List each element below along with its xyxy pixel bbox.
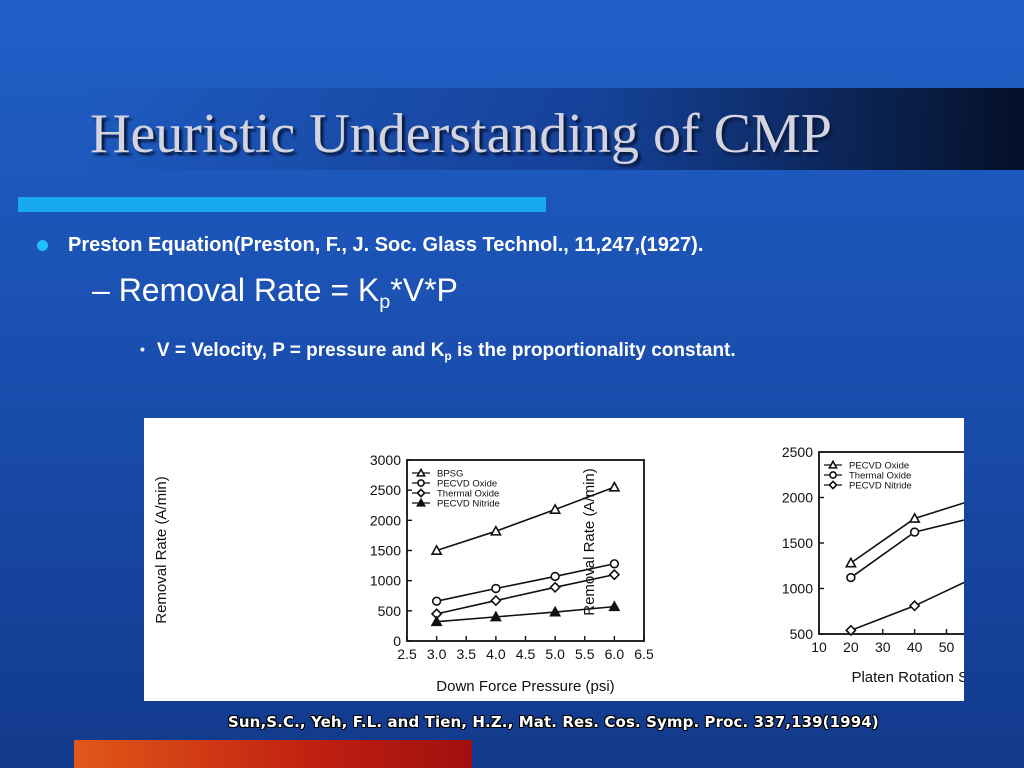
data-point-thermal-oxide [846, 572, 856, 583]
chart-2-y-tick-label: 1000 [782, 581, 813, 597]
bullet-variable-definitions: • V = Velocity, P = pressure and Kp is th… [140, 340, 736, 363]
chart-1-x-tick-label: 4.5 [516, 646, 536, 662]
chart-1-y-tick-label: 2500 [370, 482, 401, 498]
definitions-suffix: is the proportionality constant. [451, 340, 736, 361]
series-line-thermal-oxide [850, 519, 964, 579]
data-point-pecvd-nitride [430, 615, 443, 627]
legend-marker-pecvd-nitride [828, 480, 838, 490]
chart-1-x-tick-label: 3.0 [427, 646, 447, 662]
chart-1-y-tick-label: 2000 [370, 512, 401, 528]
legend-marker-pecvd-oxide [828, 459, 838, 469]
chart-1-x-tick-label: 5.0 [545, 646, 565, 662]
chart-2-y-tick-label: 2500 [782, 444, 813, 460]
chart-2-y-tick-label: 500 [790, 626, 814, 642]
data-point-bpsg [489, 524, 502, 536]
legend-marker-pecvd-nitride [416, 497, 426, 507]
legend-label-pecvd-oxide: PECVD Oxide [849, 461, 909, 472]
legend-marker-pecvd-oxide [417, 479, 425, 487]
chart-2-y-tick-label: 1500 [782, 535, 813, 551]
sub-bullet-dot-icon: • [140, 341, 145, 357]
chart-1-y-axis-label: Removal Rate (A/min) [153, 476, 170, 624]
chart-1-x-tick-label: 5.5 [575, 646, 595, 662]
data-point-pecvd-nitride [549, 605, 562, 617]
chart-1-x-tick-label: 4.0 [486, 646, 506, 662]
bullet-removal-rate: – Removal Rate = Kp*V*P [92, 272, 458, 314]
figure-charts-svg: 2.5 3.0 3.5 4.0 4.5 5.0 5.5 6.0 6.5 0 500 1000 1500 2… [153, 444, 964, 695]
bullet-preston-text: Preston Equation(Preston, F., J. Soc. Gl… [68, 234, 704, 256]
chart-1-x-axis-label: Down Force Pressure (psi) [436, 678, 614, 695]
chart-2-x-tick-label: 50 [939, 639, 955, 655]
data-point-pecvd-nitride [608, 600, 621, 612]
data-point-pecvd-nitride [908, 600, 921, 612]
legend-label-pecvd-nitride: PECVD Nitride [437, 499, 500, 510]
chart-2-x-tick-label: 30 [875, 639, 891, 655]
title-background-band [80, 88, 1024, 170]
chart-1-x-tick-label: 6.5 [634, 646, 654, 662]
data-point-pecvd-oxide [550, 571, 560, 582]
series-line-pecvd-nitride [850, 581, 964, 632]
chart-2-y-tick-label: 2000 [782, 490, 813, 506]
data-point-pecvd-oxide [908, 512, 921, 523]
series-line-pecvd-oxide [850, 502, 964, 564]
data-point-thermal-oxide [549, 581, 561, 594]
chart-1-y-tick-label: 3000 [370, 452, 401, 468]
chart-1-y-tick-label: 500 [378, 603, 402, 619]
chart-1-x-tick-label: 3.5 [457, 646, 477, 662]
series-line-pecvd-nitride [436, 605, 615, 623]
data-point-pecvd-oxide [431, 596, 442, 606]
slide-title: Heuristic Understanding of CMP [90, 103, 832, 165]
series-line-pecvd-oxide [436, 562, 615, 602]
definitions-prefix: V = Velocity, P = pressure and K [156, 340, 445, 361]
chart-2-x-tick-label: 40 [907, 639, 923, 655]
data-point-bpsg [430, 544, 443, 555]
data-point-bpsg [608, 480, 621, 492]
legend-label-pecvd-nitride: PECVD Nitride [849, 481, 912, 492]
legend-marker-thermal-oxide [829, 471, 837, 479]
chart-2-x-axis-label: Platen Rotation Speed (rpm) [851, 669, 964, 686]
chart-1-x-tick-label: 2.5 [397, 646, 417, 662]
legend-marker-bpsg [416, 467, 426, 477]
title-underline-rule [18, 197, 546, 212]
chart-1: 2.5 3.0 3.5 4.0 4.5 5.0 5.5 6.0 6.5 0 500 1000 1500 2… [153, 452, 654, 695]
definitions-subscript: p [444, 350, 452, 364]
data-point-bpsg [549, 503, 562, 514]
data-point-thermal-oxide [909, 527, 920, 537]
data-point-pecvd-oxide [491, 583, 501, 594]
legend-label-thermal-oxide: Thermal Oxide [437, 489, 499, 500]
data-point-pecvd-oxide [844, 556, 857, 568]
series-line-bpsg [436, 486, 615, 552]
removal-rate-subscript: p [379, 290, 391, 313]
chart-2-y-axis-label: Removal Rate (A/min) [581, 468, 598, 616]
series-line-thermal-oxide [436, 573, 615, 615]
chart-1-y-tick-label: 1000 [370, 573, 401, 589]
bullet-dot-icon [37, 240, 48, 251]
data-point-pecvd-nitride [845, 624, 857, 637]
removal-rate-suffix: *V*P [390, 272, 458, 308]
removal-rate-prefix: – Removal Rate = K [92, 272, 380, 308]
data-point-thermal-oxide [490, 594, 502, 607]
chart-2: 1020304050607080905001000150020002500Pla… [581, 444, 964, 686]
bullet-preston-equation: Preston Equation(Preston, F., J. Soc. Gl… [30, 234, 703, 257]
chart-2-x-tick-label: 10 [811, 639, 827, 655]
data-point-pecvd-nitride [489, 610, 502, 622]
legend-label-pecvd-oxide: PECVD Oxide [437, 479, 497, 490]
data-point-pecvd-oxide [609, 559, 620, 569]
legend-label-bpsg: BPSG [437, 469, 463, 480]
data-point-thermal-oxide [608, 568, 621, 581]
chart-1-y-tick-label: 1500 [370, 543, 401, 559]
chart-2-x-tick-label: 20 [843, 639, 859, 655]
chart-1-x-tick-label: 6.0 [605, 646, 625, 662]
figure-panel: 2.5 3.0 3.5 4.0 4.5 5.0 5.5 6.0 6.5 0 500 1000 1500 2… [144, 418, 964, 701]
footer-accent-bar [74, 740, 472, 768]
citation-text: Sun,S.C., Yeh, F.L. and Tien, H.Z., Mat.… [228, 713, 879, 731]
legend-marker-thermal-oxide [416, 488, 426, 498]
legend-label-thermal-oxide: Thermal Oxide [849, 471, 911, 482]
chart-1-y-tick-label: 0 [393, 633, 401, 649]
